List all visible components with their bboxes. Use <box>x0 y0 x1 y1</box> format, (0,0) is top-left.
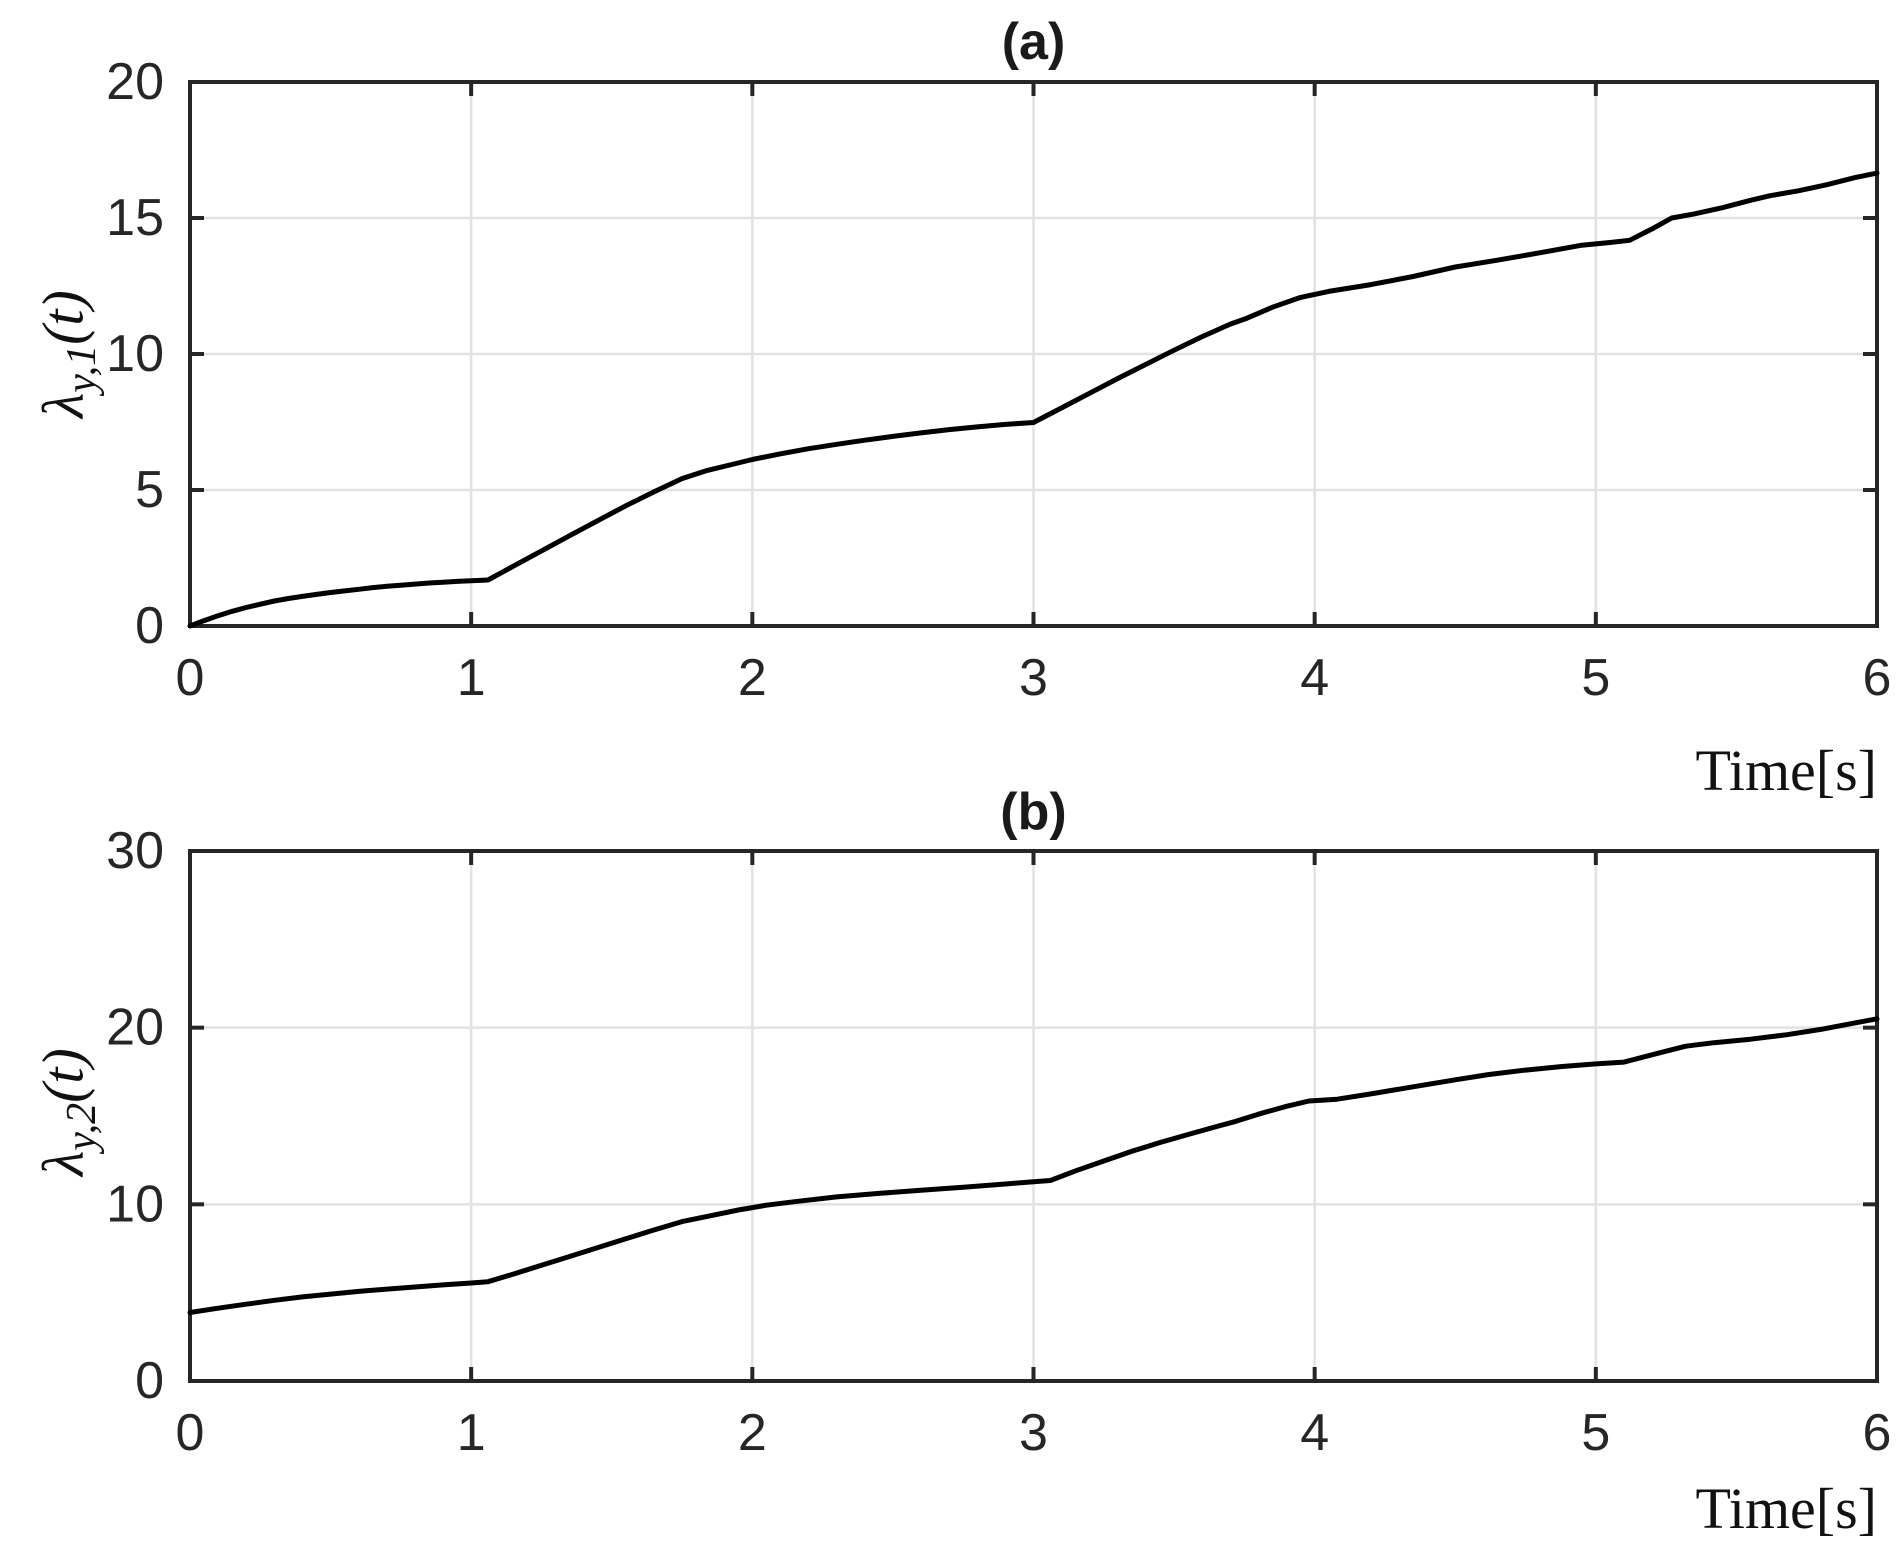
x-tick-label-b-4: 4 <box>1300 1404 1329 1462</box>
panel-a-y-axis-label: λy,1(t) <box>30 290 106 418</box>
x-tick-label-a-5: 5 <box>1581 649 1610 707</box>
y-tick-label-a-20: 20 <box>106 53 164 111</box>
panel-b-x-axis-label: Time[s] <box>1695 1476 1877 1541</box>
panel-b-y-axis-label: λy,2(t) <box>30 1048 106 1176</box>
x-tick-label-b-1: 1 <box>457 1404 486 1462</box>
x-tick-label-a-6: 6 <box>1863 649 1892 707</box>
y-tick-label-a-5: 5 <box>135 461 164 519</box>
y-tick-label-a-10: 10 <box>106 325 164 383</box>
y-tick-label-a-0: 0 <box>135 597 164 655</box>
x-tick-label-b-5: 5 <box>1581 1404 1610 1462</box>
y-tick-label-b-30: 30 <box>106 822 164 880</box>
x-tick-label-b-6: 6 <box>1863 1404 1892 1462</box>
panel-a-title: (a) <box>1001 13 1066 71</box>
x-tick-label-a-3: 3 <box>1019 649 1048 707</box>
x-tick-label-a-1: 1 <box>457 649 486 707</box>
x-tick-label-b-3: 3 <box>1019 1404 1048 1462</box>
y-tick-label-b-20: 20 <box>106 999 164 1057</box>
panel-a-x-axis-label: Time[s] <box>1695 738 1877 803</box>
y-tick-label-a-15: 15 <box>106 189 164 247</box>
x-tick-label-a-2: 2 <box>738 649 767 707</box>
lambda-y1-curve <box>187 170 1880 629</box>
x-tick-label-b-2: 2 <box>738 1404 767 1462</box>
y-tick-label-b-0: 0 <box>135 1352 164 1410</box>
lambda-y2-curve <box>187 1016 1880 1315</box>
panel-b-title: (b) <box>1000 783 1067 841</box>
x-tick-label-b-0: 0 <box>176 1404 205 1462</box>
x-tick-label-a-0: 0 <box>176 649 205 707</box>
x-tick-label-a-4: 4 <box>1300 649 1329 707</box>
y-tick-label-b-10: 10 <box>106 1175 164 1233</box>
